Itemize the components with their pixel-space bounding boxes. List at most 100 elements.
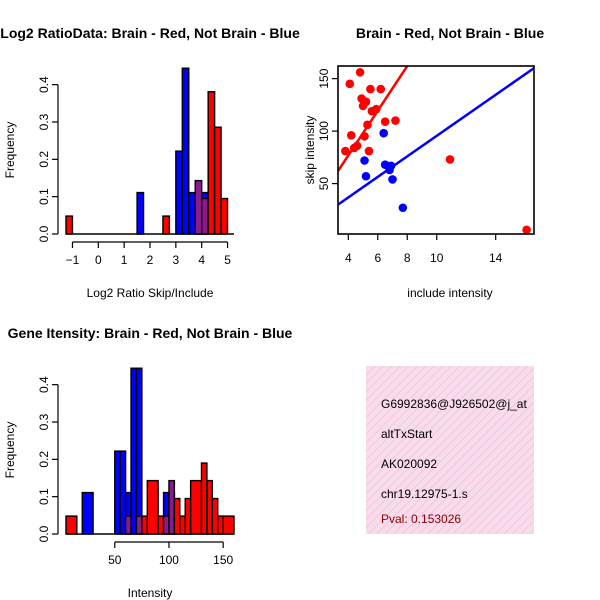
intensity-hist-bar-overlap (124, 515, 132, 535)
intensity-hist-bar-not-brain (135, 367, 143, 535)
scatter-point-not-brain (386, 161, 396, 171)
scatter-x-tick-label: 14 (489, 251, 503, 265)
ratio-histogram-title: Log2 RatioData: Brain - Red, Not Brain -… (0, 25, 300, 41)
intensity-histogram-title: Gene Itensity: Brain - Red, Not Brain - … (8, 325, 293, 341)
scatter-point-brain (380, 117, 390, 126)
ratio-hist-bar-brain (213, 126, 222, 235)
scatter-xlabel: include intensity (407, 286, 492, 300)
intensity-hist-bar-overlap (135, 515, 143, 535)
ratio-histogram-axes: 0.0 0.1 0.2 0.3 0.4 −1 0 1 2 3 4 5 (37, 76, 231, 267)
info-box-clip: G6992836@J926502@j_at altTxStart AK02009… (366, 366, 534, 534)
scatter-point-brain (352, 141, 362, 151)
ratio-hist-x-tick-label: 4 (198, 253, 205, 267)
intensity-hist-bar-brain (146, 479, 159, 535)
ratio-hist-x-tick-label: 2 (147, 253, 154, 267)
scatter-point-brain (445, 155, 455, 164)
ratio-hist-x-tick-label: 5 (224, 253, 231, 267)
ratio-hist-x-tick-label: −1 (66, 253, 80, 267)
fit-line-not-brain (338, 67, 534, 206)
ratio-hist-y-tick-label: 0.3 (37, 113, 51, 130)
intensity-hist-bar-brain (200, 462, 208, 535)
scatter-title: Brain - Red, Not Brain - Blue (356, 25, 544, 41)
intensity-hist-bar-brain (211, 497, 219, 535)
scatter-point-brain (366, 84, 375, 94)
scatter-point-not-brain (361, 171, 371, 181)
intensity-hist-bar-brain (217, 515, 224, 535)
intensity-hist-bar-brain (141, 515, 148, 535)
ratio-hist-bar-not-brain (175, 150, 184, 235)
intensity-hist-bar-brain (189, 479, 203, 535)
scatter-point-not-brain (388, 175, 397, 184)
ratio-hist-bar-not-brain (181, 67, 190, 235)
intensity-hist-bar-overlap (162, 515, 170, 535)
intensity-hist-bar-brain (65, 515, 78, 535)
ratio-hist-bar-overlap (194, 179, 203, 235)
scatter-point-brain (391, 116, 400, 125)
ratio-hist-y-tick-label: 0.1 (37, 188, 51, 205)
scatter-x-tick-label: 10 (430, 251, 444, 265)
intensity-histogram-bars (65, 367, 235, 535)
scatter-x-tick-label: 6 (374, 251, 381, 265)
intensity-histogram-xlabel: Intensity (128, 586, 173, 600)
intensity-hist-y-tick-label: 0.4 (37, 376, 51, 393)
intensity-hist-bar-overlap (168, 479, 176, 535)
info-pval: Pval: 0.153026 (381, 512, 461, 526)
scatter-point-brain (376, 84, 386, 94)
intensity-hist-y-tick-label: 0.3 (37, 413, 51, 430)
scatter-point-brain (341, 146, 350, 156)
scatter-clip-region (338, 66, 534, 234)
ratio-hist-bar-brain (207, 91, 216, 235)
scatter-x-tick-label: 4 (345, 251, 352, 265)
scatter-point-brain (361, 97, 371, 106)
info-line-locus: chr19.12975-1.s (381, 487, 468, 501)
ratio-hist-y-tick-label: 0.4 (37, 76, 51, 93)
ratio-hist-bar-brain (65, 215, 74, 235)
intensity-hist-y-tick-label: 0.2 (37, 451, 51, 468)
intensity-histogram-ylabel: Frequency (3, 422, 17, 479)
scatter-axes: 4 6 8 10 14 50 100 150 (317, 65, 535, 265)
info-line-event-type: altTxStart (381, 427, 433, 441)
intensity-hist-bar-brain (222, 515, 235, 535)
intensity-hist-bar-not-brain (119, 450, 127, 535)
scatter-y-tick-label: 100 (317, 121, 331, 141)
scatter-point-not-brain (360, 156, 369, 165)
info-panel: G6992836@J926502@j_at altTxStart AK02009… (366, 366, 534, 534)
ratio-hist-x-tick-label: 3 (173, 253, 180, 267)
scatter-y-tick-label: 50 (317, 177, 331, 191)
scatter-point-brain (522, 225, 531, 234)
intensity-hist-bar-not-brain (81, 491, 94, 535)
scatter-ylabel: skip intensity (303, 116, 317, 185)
intensity-histogram-panel: Gene Itensity: Brain - Red, Not Brain - … (3, 325, 293, 600)
scatter-point-not-brain (379, 128, 388, 138)
ratio-hist-bar-not-brain (188, 191, 196, 235)
info-line-accession: AK020092 (381, 457, 437, 471)
intensity-histogram-axes: 0.0 0.1 0.2 0.3 0.4 50 100 150 (37, 376, 233, 567)
intensity-hist-x-tick-label: 50 (108, 553, 122, 567)
scatter-point-brain (363, 120, 372, 130)
ratio-hist-bar-overlap (200, 197, 209, 235)
scatter-point-brain (364, 146, 374, 156)
scatter-point-brain (346, 131, 356, 140)
intensity-hist-bar-not-brain (130, 367, 138, 535)
ratio-hist-y-tick-label: 0.2 (37, 151, 51, 168)
intensity-hist-bar-brain (157, 515, 165, 535)
intensity-hist-bar-brain (206, 479, 214, 535)
intensity-hist-bar-brain (184, 497, 192, 535)
scatter-point-not-brain (398, 203, 408, 213)
ratio-hist-bar-not-brain (136, 191, 145, 235)
scatter-x-tick-label: 8 (404, 251, 411, 265)
ratio-hist-y-tick-label: 0.0 (37, 225, 51, 242)
info-line-probe-id: G6992836@J926502@j_at (381, 397, 527, 411)
ratio-hist-bar-brain (220, 197, 229, 235)
intensity-hist-y-tick-label: 0.1 (37, 488, 51, 505)
scatter-y-tick-label: 150 (317, 68, 331, 88)
ratio-histogram-xlabel: Log2 Ratio Skip/Include (87, 286, 214, 300)
intensity-hist-bar-brain (173, 497, 181, 535)
intensity-hist-x-tick-label: 150 (213, 553, 233, 567)
scatter-frame (337, 65, 535, 235)
ratio-histogram-ylabel: Frequency (3, 122, 17, 179)
intensity-hist-bar-brain (179, 515, 186, 535)
scatter-point-brain (345, 79, 355, 89)
